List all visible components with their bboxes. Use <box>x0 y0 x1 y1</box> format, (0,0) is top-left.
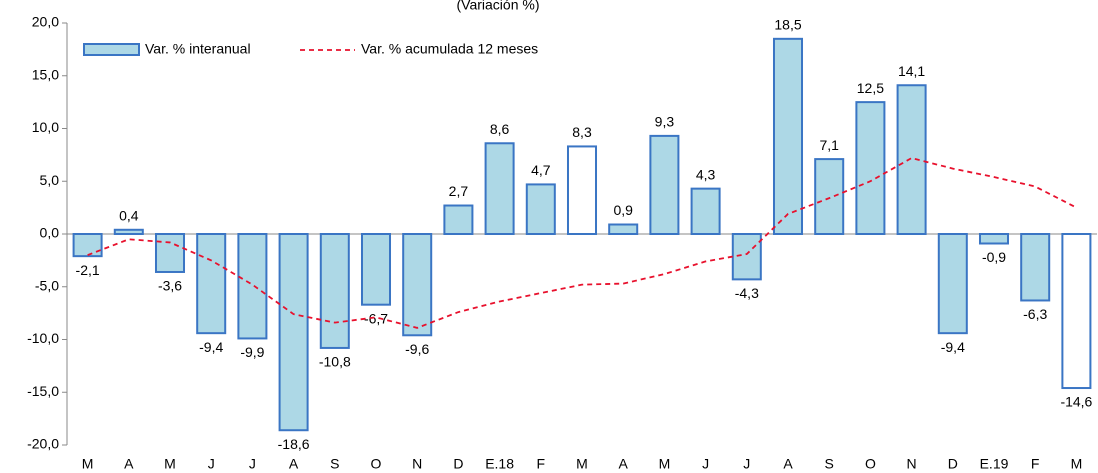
bar <box>443 204 474 235</box>
bar <box>937 233 968 335</box>
data-label: -10,8 <box>319 354 351 370</box>
x-tick-label: N <box>907 456 917 472</box>
bar <box>1061 233 1092 390</box>
x-tick-label: J <box>702 456 709 472</box>
data-label: 4,3 <box>696 166 716 182</box>
data-label: 9,3 <box>655 114 675 130</box>
data-label: 8,6 <box>490 121 510 137</box>
bar <box>319 233 350 349</box>
data-label: -6,3 <box>1023 306 1047 322</box>
y-tick-label: -5,0 <box>35 277 59 293</box>
y-tick-label: 0,0 <box>40 225 60 241</box>
data-label: 2,7 <box>449 183 469 199</box>
x-tick-label: M <box>1071 456 1083 472</box>
x-tick-label: E.18 <box>485 456 514 472</box>
bar <box>484 142 515 236</box>
x-tick-label: D <box>948 456 958 472</box>
x-tick-label: O <box>371 456 382 472</box>
data-label: -14,6 <box>1060 394 1092 410</box>
bar <box>690 187 721 235</box>
bar <box>566 145 598 235</box>
data-label: 14,1 <box>898 63 925 79</box>
data-label: 18,5 <box>774 17 801 33</box>
data-label: -0,9 <box>982 249 1006 265</box>
bar <box>649 134 680 235</box>
y-tick-label: 20,0 <box>32 14 59 30</box>
data-label: 4,7 <box>531 162 551 178</box>
x-tick-label: M <box>659 456 671 472</box>
x-tick-label: J <box>743 456 750 472</box>
x-tick-label: M <box>82 456 94 472</box>
bar <box>237 233 268 340</box>
bar <box>608 223 639 236</box>
bar <box>814 158 845 235</box>
y-tick-label: 10,0 <box>32 119 59 135</box>
x-tick-label: A <box>289 456 299 472</box>
x-tick-label: M <box>576 456 588 472</box>
bar <box>896 84 927 236</box>
bar <box>731 233 762 281</box>
bar <box>978 233 1010 245</box>
legend-label: Var. % acumulada 12 meses <box>361 41 538 57</box>
x-tick-label: A <box>783 456 793 472</box>
x-tick-label: N <box>412 456 422 472</box>
y-tick-label: 15,0 <box>32 66 59 82</box>
bar <box>855 101 886 235</box>
chart-subtitle: (Variación %) <box>457 0 540 13</box>
x-tick-label: S <box>825 456 834 472</box>
y-tick-label: -20,0 <box>27 436 59 452</box>
x-tick-label: A <box>124 456 134 472</box>
bar <box>772 37 804 236</box>
legend-label: Var. % interanual <box>145 41 251 57</box>
bar <box>72 233 103 258</box>
data-label: 12,5 <box>857 80 884 96</box>
data-label: -4,3 <box>735 285 759 301</box>
data-label: -2,1 <box>76 262 100 278</box>
x-tick-label: S <box>330 456 339 472</box>
data-label: -9,6 <box>405 341 429 357</box>
line <box>87 157 1077 329</box>
data-label: 0,9 <box>613 202 633 218</box>
x-tick-label: D <box>453 456 463 472</box>
bar <box>196 233 227 335</box>
data-label: -9,9 <box>240 344 264 360</box>
x-tick-label: M <box>164 456 176 472</box>
bar <box>113 228 144 235</box>
data-label: 7,1 <box>819 137 839 153</box>
x-tick-label: J <box>208 456 215 472</box>
x-tick-label: O <box>865 456 876 472</box>
x-tick-label: J <box>249 456 256 472</box>
data-label: -18,6 <box>278 436 310 452</box>
bar <box>525 183 556 235</box>
data-label: 8,3 <box>572 124 592 140</box>
data-label: -9,4 <box>199 339 223 355</box>
bar <box>154 233 186 273</box>
data-label: -3,6 <box>158 278 182 294</box>
legend-swatch <box>83 43 140 56</box>
bar <box>402 233 433 337</box>
bar <box>278 233 309 432</box>
data-label: 0,4 <box>119 207 139 223</box>
data-label: -6,7 <box>364 310 388 326</box>
y-tick-label: -10,0 <box>27 330 59 346</box>
x-tick-label: F <box>1031 456 1040 472</box>
data-label: -9,4 <box>941 339 965 355</box>
x-tick-label: F <box>537 456 546 472</box>
y-tick-label: 5,0 <box>40 172 60 188</box>
bar <box>1020 233 1051 302</box>
y-tick-label: -15,0 <box>27 383 59 399</box>
x-tick-label: E.19 <box>980 456 1009 472</box>
bar <box>360 233 392 306</box>
x-tick-label: A <box>619 456 629 472</box>
